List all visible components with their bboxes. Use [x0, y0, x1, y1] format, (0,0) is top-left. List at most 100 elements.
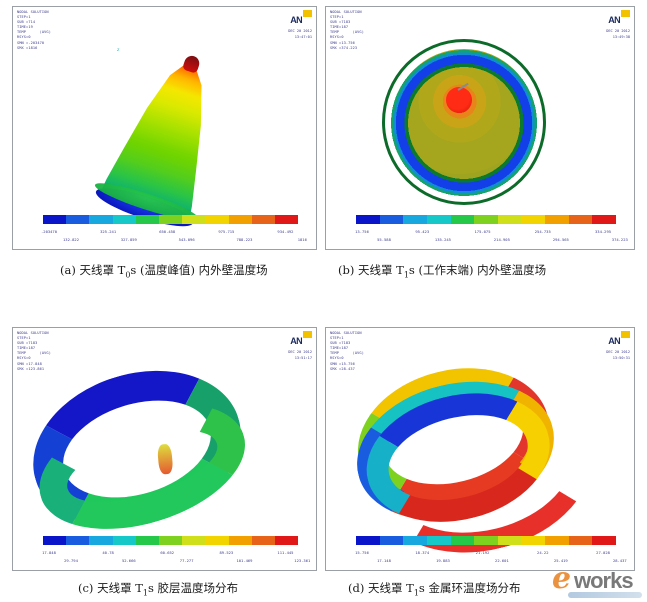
- colorbar-tick-label: 18.374: [415, 550, 430, 555]
- colorbar-segment: [251, 536, 275, 545]
- colorbar-tick-label: 24.22: [537, 550, 549, 555]
- colorbar-tick-label: .203470: [40, 229, 58, 234]
- colorbar-segment: [135, 215, 159, 224]
- colorbar-tick-label: 175.075: [474, 229, 491, 234]
- colorbar-d: [356, 536, 617, 545]
- colorbar-segment: [182, 215, 206, 224]
- colorbar-segment: [66, 215, 90, 224]
- ansys-panel-b: NODAL SOLUTION STEP=1 SUB =7183 TIME=187…: [325, 6, 635, 250]
- caption-c-post: s 胶层温度场分布: [148, 581, 239, 595]
- colorbar-tick-label: 15.756: [355, 550, 369, 555]
- colorbar-ticks-a: .203470 325.241 650.458 975.715 934.492 132.8…: [13, 225, 316, 245]
- radome-hot-core: [446, 87, 472, 113]
- colorbar-tick-label: 111.445: [277, 550, 294, 555]
- ansys-panel-d: NODAL SOLUTION STEP=1 SUB =7183 TIME=187…: [325, 327, 635, 575]
- metal-ring-model: [336, 343, 609, 575]
- caption-c: (c) 天线罩 T1s 胶层温度场分布: [78, 580, 238, 597]
- caption-b-index: (b): [338, 263, 355, 277]
- radome-front-view-model: [378, 37, 550, 209]
- colorbar-tick-label: 123.361: [294, 558, 311, 563]
- colorbar-segment: [450, 536, 475, 545]
- axis-triad-label: Z: [117, 47, 120, 52]
- caption-c-index: (c): [78, 581, 94, 595]
- colorbar-segment: [497, 215, 522, 224]
- watermark-swoosh: [568, 592, 642, 598]
- ansys-logo-date: DEC 20 2012: [288, 29, 312, 33]
- colorbar-segment: [228, 536, 252, 545]
- colorbar-segment: [568, 215, 593, 224]
- colorbar-segment: [497, 536, 522, 545]
- colorbar-segment: [426, 215, 451, 224]
- caption-d-index: (d): [348, 581, 365, 595]
- colorbar-a: [43, 215, 299, 224]
- colorbar-ticks-c: 17.848 40.78 60.652 89.523 111.445 29.794 52.6…: [13, 546, 316, 566]
- caption-b-pre: 天线罩 T: [358, 263, 404, 277]
- ansys-logo-time: 13:51:17: [294, 356, 312, 360]
- colorbar-tick-label: 19.883: [436, 558, 450, 563]
- ansys-header-text: NODAL SOLUTION STEP=1 SUB =714 TIME=19 T…: [17, 10, 51, 50]
- colorbar-tick-label: 132.822: [62, 237, 80, 242]
- ansys-logo-time: 13:49:38: [612, 35, 630, 39]
- colorbar-segment: [228, 215, 252, 224]
- ansys-logo-text: AN: [290, 336, 302, 346]
- caption-c-sub: 1: [142, 588, 148, 598]
- colorbar-segment: [112, 536, 136, 545]
- caption-a: (a) 天线罩 T0s (温度峰值) 内外壁温度场: [60, 262, 268, 279]
- colorbar-c: [43, 536, 299, 545]
- colorbar-tick-label: 17.148: [377, 558, 391, 563]
- colorbar-tick-label: 28.437: [612, 558, 627, 563]
- ansys-header-text: NODAL SOLUTION STEP=1 SUB =7183 TIME=187…: [330, 331, 364, 371]
- caption-b-sub: 1: [403, 270, 409, 280]
- colorbar-tick-label: 60.652: [160, 550, 175, 555]
- colorbar-segment: [403, 215, 427, 224]
- colorbar-tick-label: 55.588: [377, 237, 391, 242]
- radome-shell-outline: [382, 39, 546, 205]
- colorbar-segment: [545, 536, 569, 545]
- ansys-header-text: NODAL SOLUTION STEP=1 SUB =7183 TIME=187…: [330, 10, 364, 50]
- colorbar-segment: [521, 536, 546, 545]
- colorbar-tick-label: 29.794: [64, 558, 78, 563]
- colorbar-tick-label: 101.469: [236, 558, 253, 563]
- ansys-logo-text: AN: [290, 15, 302, 25]
- colorbar-segment: [112, 215, 136, 224]
- caption-d-pre: 天线罩 T: [368, 581, 414, 595]
- colorbar-tick-label: 17.848: [42, 550, 56, 555]
- colorbar-tick-label: 52.666: [121, 558, 136, 563]
- caption-c-pre: 天线罩 T: [97, 581, 143, 595]
- plot-area-c: [13, 346, 316, 552]
- colorbar-tick-label: 13.756: [355, 229, 369, 234]
- colorbar-tick-label: 543.096: [178, 237, 195, 242]
- ansys-header-text: NODAL SOLUTION STEP=1 SUB =7183 TIME=187…: [17, 331, 51, 371]
- colorbar-segment: [521, 215, 546, 224]
- colorbar-tick-label: 22.601: [495, 558, 509, 563]
- caption-a-index: (a): [60, 263, 76, 277]
- colorbar-segment: [158, 536, 183, 545]
- caption-d: (d) 天线罩 T1s 金属环温度场分布: [348, 580, 520, 597]
- ansys-panel-a: NODAL SOLUTION STEP=1 SUB =714 TIME=19 T…: [12, 6, 317, 250]
- ansys-logo-text: AN: [608, 15, 620, 25]
- plot-area-b: [326, 25, 634, 213]
- ansys-logo-time: 13:50:31: [612, 356, 630, 360]
- adhesive-ring-model: [13, 346, 261, 552]
- colorbar-segment: [89, 536, 113, 545]
- colorbar-tick-label: 650.458: [159, 229, 176, 234]
- colorbar-tick-label: 1816: [297, 237, 307, 242]
- ansys-logo-date: DEC 20 2012: [288, 350, 312, 354]
- ansys-logo-bar: [303, 331, 312, 338]
- colorbar-tick-label: 327.859: [120, 237, 137, 242]
- colorbar-tick-label: 77.277: [179, 558, 194, 563]
- colorbar-tick-label: 788.223: [236, 237, 253, 242]
- colorbar-b: [356, 215, 617, 224]
- ansys-panel-c: NODAL SOLUTION STEP=1 SUB =7183 TIME=187…: [12, 327, 317, 571]
- colorbar-tick-label: 95.423: [415, 229, 430, 234]
- colorbar-tick-label: 934.492: [277, 229, 294, 234]
- colorbar-segment: [251, 215, 275, 224]
- colorbar-tick-label: 325.241: [100, 229, 117, 234]
- colorbar-segment: [274, 215, 299, 224]
- colorbar-segment: [66, 536, 90, 545]
- colorbar-tick-label: 254.735: [534, 229, 551, 234]
- ansys-logo-bar: [621, 10, 630, 17]
- colorbar-tick-label: 27.028: [596, 550, 610, 555]
- caption-d-sub: 1: [413, 588, 419, 598]
- colorbar-segment: [274, 536, 299, 545]
